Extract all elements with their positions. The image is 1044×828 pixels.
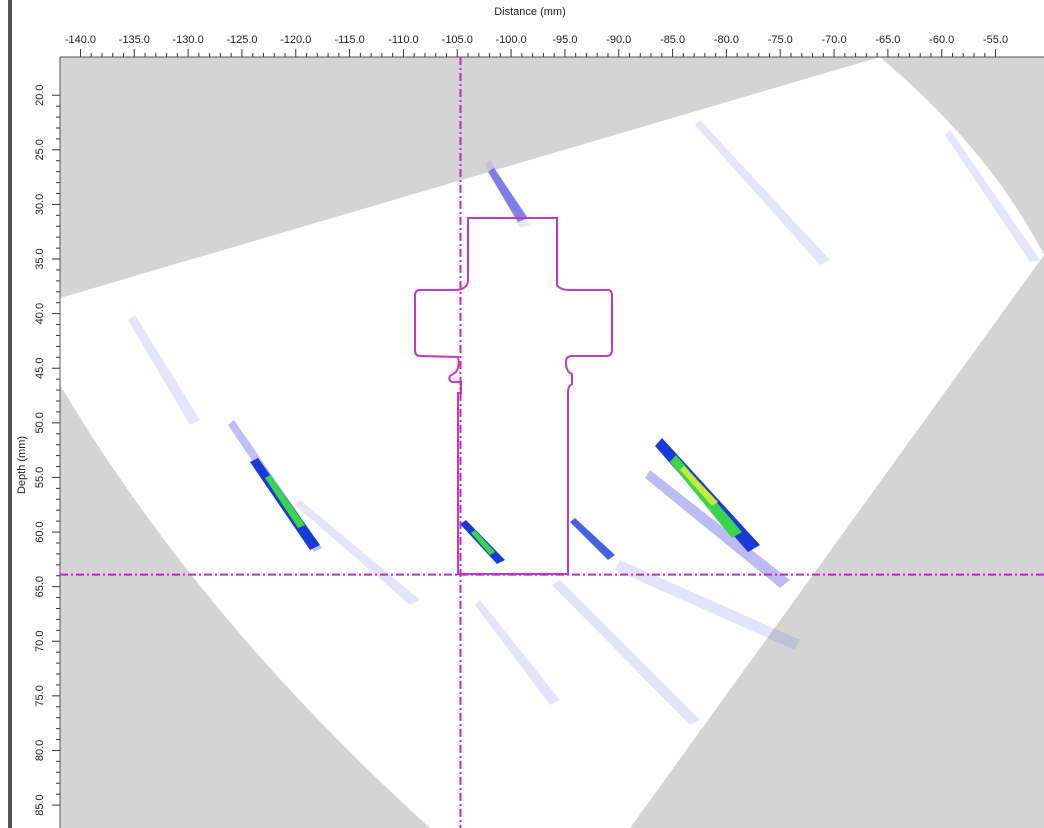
y-tick-label: 45.0: [34, 358, 46, 379]
x-tick-label: -120.0: [280, 34, 311, 46]
y-tick-label: 40.0: [34, 303, 46, 324]
y-tick-label: 70.0: [34, 631, 46, 652]
y-tick-label: 80.0: [34, 740, 46, 761]
noise: [128, 120, 1040, 725]
sector: [60, 57, 1044, 828]
y-tick-label: 25.0: [34, 139, 46, 160]
part-overlay: [414, 217, 613, 575]
y-tick-label: 35.0: [34, 248, 46, 269]
x-tick-label: -135.0: [119, 34, 150, 46]
ruler-bar: [8, 0, 12, 828]
y-axis-title: Depth (mm): [16, 436, 28, 494]
x-axis-title: Distance (mm): [494, 6, 566, 18]
indication: [680, 466, 718, 506]
x-tick-label: -110.0: [388, 34, 418, 46]
x-tick-label: -105.0: [442, 34, 473, 46]
y-tick-label: 50.0: [34, 412, 46, 433]
indication: [265, 475, 305, 528]
x-tick-label: -125.0: [226, 34, 257, 46]
x-tick-label: -90.0: [606, 34, 631, 46]
x-tick-label: -140.0: [65, 34, 96, 46]
x-tick-label: -100.0: [495, 34, 526, 46]
x-tick-label: -60.0: [929, 34, 954, 46]
indication: [570, 518, 615, 560]
y-tick-label: 85.0: [34, 794, 46, 815]
x-tick-label: -115.0: [334, 34, 364, 46]
sector-image: [60, 57, 1044, 828]
x-tick-label: -85.0: [660, 34, 685, 46]
x-tick-label: -55.0: [983, 34, 1008, 46]
indication: [488, 168, 528, 222]
y-tick-label: 55.0: [34, 467, 46, 488]
x-tick-label: -65.0: [875, 34, 900, 46]
x-tick-label: -80.0: [714, 34, 739, 46]
y-tick-label: 75.0: [34, 685, 46, 706]
x-tick-label: -70.0: [822, 34, 847, 46]
y-tick-label: 65.0: [34, 576, 46, 597]
y-tick-label: 60.0: [34, 521, 46, 542]
x-tick-label: -95.0: [552, 34, 577, 46]
indication: [645, 470, 790, 588]
indication: [471, 530, 495, 555]
x-tick-label: -130.0: [173, 34, 204, 46]
y-tick-label: 20.0: [34, 85, 46, 106]
y-tick-label: 30.0: [34, 194, 46, 215]
x-tick-label: -75.0: [768, 34, 793, 46]
